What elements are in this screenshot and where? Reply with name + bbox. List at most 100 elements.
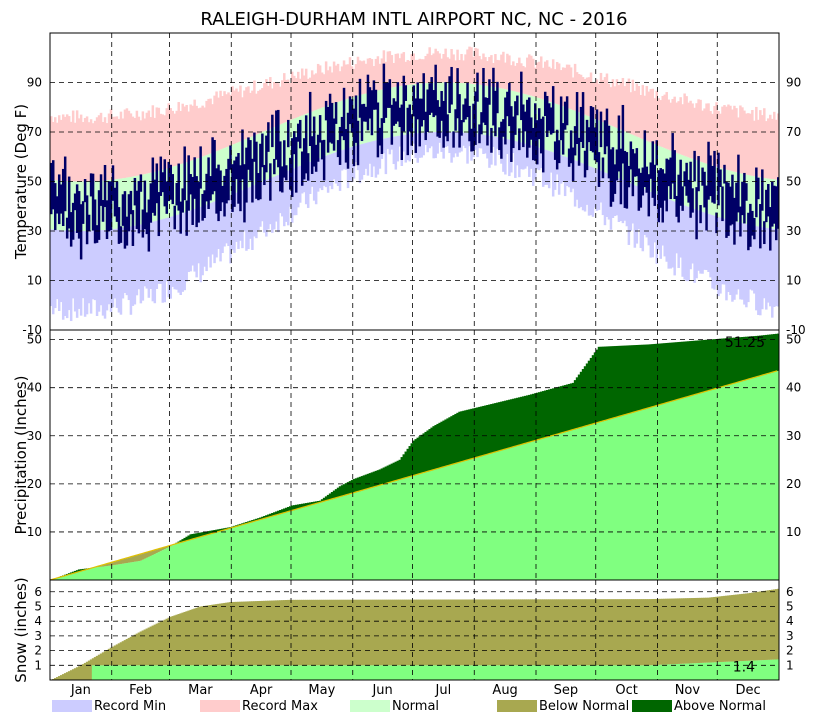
snow-below-normal-bar <box>328 599 332 666</box>
observed-temp-bar <box>235 156 238 180</box>
precip-above-normal-bar <box>522 396 525 445</box>
snow-below-normal-bar <box>669 598 672 665</box>
snow-below-normal-bar <box>434 599 437 666</box>
normal-range-bar <box>181 163 184 214</box>
snow-below-normal-bar <box>512 599 515 666</box>
snow-below-normal-bar <box>466 599 469 666</box>
snow-base-bar <box>482 665 485 680</box>
precip-above-normal-bar <box>209 530 212 535</box>
snow-base-bar <box>229 665 232 680</box>
precip-above-normal-bar <box>350 480 354 494</box>
precip-above-normal-bar <box>330 492 334 500</box>
observed-temp-bar <box>55 196 59 214</box>
snow-base-bar <box>209 665 212 680</box>
snow-base-bar <box>488 665 491 680</box>
record-min-bar <box>488 135 491 168</box>
observed-temp-bar <box>219 170 222 212</box>
record-min-bar <box>721 218 724 285</box>
precip-base-bar <box>464 460 467 580</box>
snow-below-normal-bar <box>241 601 244 666</box>
snow-base-bar <box>121 665 125 680</box>
snow-base-bar <box>155 665 159 680</box>
record-min-bar <box>518 141 521 178</box>
observed-temp-bar <box>376 102 380 158</box>
snow-base-bar <box>528 665 531 680</box>
snow-below-normal-bar <box>91 658 95 666</box>
observed-temp-bar <box>374 89 378 110</box>
observed-temp-bar <box>597 152 601 187</box>
normal-range-bar <box>316 109 320 159</box>
record-max-bar <box>89 119 93 182</box>
snow-base-bar <box>747 660 750 680</box>
snow-base-bar <box>390 665 394 680</box>
snow-base-bar <box>645 665 649 680</box>
snow-base-bar <box>753 660 756 680</box>
observed-temp-bar <box>179 201 182 234</box>
precip-base-bar <box>705 391 708 580</box>
snow-base-bar <box>326 665 330 680</box>
snow-below-normal-bar <box>181 612 184 666</box>
record-max-bar <box>183 106 186 163</box>
snow-base-bar <box>424 665 427 680</box>
record-max-bar <box>593 82 597 119</box>
snow-base-bar <box>306 665 310 680</box>
record-min-bar <box>221 198 224 254</box>
precip-base-bar <box>460 461 463 580</box>
snow-below-normal-bar <box>95 655 99 666</box>
precip-above-normal-bar <box>302 503 306 508</box>
snow-base-bar <box>547 665 551 680</box>
snow-base-bar <box>599 665 603 680</box>
snow-below-normal-bar <box>617 599 621 666</box>
precip-above-normal-bar <box>532 393 535 442</box>
snow-base-bar <box>480 665 483 680</box>
snow-base-bar <box>456 665 459 680</box>
observed-temp-bar <box>115 181 119 222</box>
record-min-bar <box>583 164 587 212</box>
record-min-bar <box>412 133 415 144</box>
snow-base-bar <box>719 662 722 680</box>
snow-base-bar <box>267 665 270 680</box>
record-min-bar <box>615 177 619 216</box>
snow-base-bar <box>257 665 260 680</box>
snow-base-bar <box>153 665 157 680</box>
snow-below-normal-bar <box>741 593 744 662</box>
precip-base-bar <box>641 409 645 580</box>
record-max-bar <box>601 79 605 123</box>
precip-above-normal-bar <box>255 518 258 521</box>
observed-temp-bar <box>298 119 302 149</box>
record-min-bar <box>749 224 752 290</box>
observed-temp-bar <box>320 140 324 160</box>
record-min-bar <box>253 185 256 237</box>
record-max-bar <box>300 68 304 116</box>
snow-base-bar <box>432 665 435 680</box>
record-max-bar <box>563 67 567 108</box>
record-max-bar <box>559 70 563 106</box>
snow-base-bar <box>593 665 597 680</box>
snow-below-normal-bar <box>348 599 352 666</box>
observed-temp-bar <box>209 176 212 201</box>
record-min-bar <box>709 214 712 278</box>
record-min-bar <box>643 189 647 236</box>
snow-below-normal-bar <box>346 599 350 666</box>
snow-base-bar <box>249 665 252 680</box>
record-max-bar <box>251 90 254 137</box>
precip-base-bar <box>470 459 473 580</box>
precip-base-bar <box>737 382 740 580</box>
observed-temp-bar <box>79 204 83 260</box>
precip-base-bar <box>115 564 119 580</box>
precip-base-bar <box>565 431 569 580</box>
precip-base-bar <box>398 479 402 580</box>
precip-normal-line <box>49 370 778 581</box>
normal-range-bar <box>410 84 414 134</box>
record-min-bar <box>426 132 429 153</box>
snow-below-normal-bar <box>559 599 563 666</box>
snow-base-bar <box>115 665 119 680</box>
precip-base-bar <box>569 430 573 580</box>
snow-base-bar <box>731 661 734 680</box>
snow-below-normal-bar <box>755 592 758 661</box>
observed-temp-bar <box>621 104 625 164</box>
record-min-bar <box>516 141 519 166</box>
record-max-bar <box>352 68 356 97</box>
snow-below-normal-bar <box>653 598 657 666</box>
snow-below-normal-bar <box>362 599 366 666</box>
